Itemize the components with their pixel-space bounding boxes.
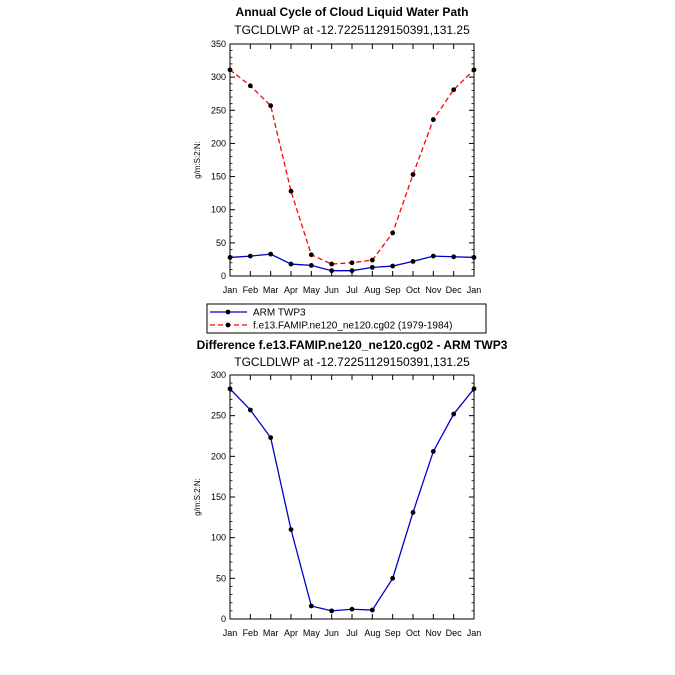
series-1-point: [430, 117, 436, 122]
x-tick-label: Mar: [263, 285, 279, 295]
x-tick-label: Nov: [425, 285, 442, 295]
y-tick-label: 300: [211, 370, 226, 380]
series-1-point: [288, 188, 294, 194]
y-tick-label: 250: [211, 411, 226, 421]
y-axis-label: g/m:S:2:N:: [193, 141, 202, 179]
series-0-point: [410, 259, 416, 264]
y-tick-label: 0: [221, 614, 226, 624]
series-0-point: [247, 253, 253, 259]
chart-title: Annual Cycle of Cloud Liquid Water Path: [236, 5, 469, 19]
series-1-point: [329, 261, 335, 267]
legend-label-0: ARM TWP3: [253, 308, 306, 319]
x-tick-label: Mar: [263, 628, 279, 638]
series-line-1: [229, 69, 475, 265]
x-tick-label: Jul: [346, 628, 358, 638]
x-tick-label: Apr: [284, 285, 298, 295]
legend-box: [206, 303, 487, 334]
chart-subtitle: TGCLDLWP at -12.72251129150391,131.25: [234, 23, 470, 37]
x-tick-label: Jun: [324, 285, 339, 295]
x-tick-label: May: [303, 285, 321, 295]
series-0-point: [329, 608, 335, 614]
y-tick-label: 100: [211, 533, 226, 543]
y-tick-label: 200: [211, 451, 226, 461]
series-1-point: [227, 67, 233, 73]
series-0-point: [227, 386, 233, 392]
series-1-point: [268, 103, 274, 109]
y-tick-label: 250: [211, 105, 226, 115]
series-line-0: [229, 388, 475, 612]
series-0-point: [288, 527, 294, 532]
series-0-point: [430, 253, 436, 259]
legend-swatch-marker-1: [225, 322, 231, 328]
y-tick-label: 0: [221, 271, 226, 281]
y-tick-label: 300: [211, 72, 226, 82]
series-0-point: [369, 264, 375, 270]
series-1-point: [410, 172, 416, 177]
series-1-point: [451, 87, 457, 93]
series-1-point: [308, 252, 314, 258]
y-tick-label: 50: [216, 238, 226, 248]
x-tick-label: Aug: [364, 285, 380, 295]
x-tick-label: Feb: [243, 285, 259, 295]
series-0-point: [471, 386, 477, 392]
x-tick-label: Jan: [223, 628, 238, 638]
x-tick-label: Sep: [385, 628, 401, 638]
series-0-point: [390, 575, 396, 581]
x-tick-label: Feb: [243, 628, 259, 638]
x-tick-label: Aug: [364, 628, 380, 638]
x-tick-label: Nov: [425, 628, 442, 638]
x-tick-label: Oct: [406, 628, 421, 638]
y-tick-label: 200: [211, 138, 226, 148]
series-0-point: [329, 268, 335, 274]
series-0-point: [288, 261, 294, 267]
y-tick-label: 100: [211, 205, 226, 215]
series-1-point: [247, 83, 253, 89]
x-tick-label: Jan: [467, 285, 482, 295]
legend: ARM TWP3 f.e13.FAMIP.ne120_ne120.cg02 (19…: [206, 303, 487, 334]
x-tick-label: Sep: [385, 285, 401, 295]
series-1-point: [349, 260, 355, 266]
plot-frame: [229, 43, 475, 277]
x-tick-label: Jul: [346, 285, 358, 295]
series-0-point: [390, 263, 396, 269]
series-1-point: [369, 257, 375, 263]
series-1-point: [471, 67, 477, 73]
series-0-point: [268, 251, 274, 257]
chart-subtitle: TGCLDLWP at -12.72251129150391,131.25: [234, 355, 470, 369]
y-tick-label: 50: [216, 573, 226, 583]
chart-bottom: Difference f.e13.FAMIP.ne120_ne120.cg02 …: [193, 338, 508, 638]
series-0-point: [451, 411, 457, 417]
series-0-point: [247, 407, 253, 413]
series-0-point: [349, 606, 355, 612]
series-0-point: [430, 449, 436, 454]
series-0-point: [308, 603, 314, 609]
x-tick-label: Apr: [284, 628, 298, 638]
x-tick-label: Dec: [446, 285, 463, 295]
series-0-point: [410, 510, 416, 515]
series-0-point: [451, 254, 457, 260]
y-tick-label: 350: [211, 39, 226, 49]
y-tick-label: 150: [211, 492, 226, 502]
chart-top: Annual Cycle of Cloud Liquid Water Path T…: [193, 5, 487, 334]
plot-frame: [229, 374, 475, 620]
chart-title: Difference f.e13.FAMIP.ne120_ne120.cg02 …: [197, 338, 508, 352]
x-tick-label: Dec: [446, 628, 463, 638]
x-tick-label: May: [303, 628, 321, 638]
legend-label-1: f.e13.FAMIP.ne120_ne120.cg02 (1979-1984): [253, 321, 452, 332]
series-0-point: [268, 435, 274, 441]
series-0-point: [349, 268, 355, 274]
x-tick-label: Jan: [223, 285, 238, 295]
series-0-point: [308, 262, 314, 268]
x-tick-label: Jan: [467, 628, 482, 638]
series-0-point: [227, 255, 233, 260]
legend-swatch-marker-0: [225, 309, 231, 315]
series-0-point: [471, 255, 477, 260]
x-tick-label: Jun: [324, 628, 339, 638]
series-0-point: [369, 607, 375, 613]
x-tick-label: Oct: [406, 285, 421, 295]
series-1-point: [390, 230, 396, 236]
y-tick-label: 150: [211, 172, 226, 182]
y-axis-label: g/m:S:2:N:: [193, 478, 202, 516]
